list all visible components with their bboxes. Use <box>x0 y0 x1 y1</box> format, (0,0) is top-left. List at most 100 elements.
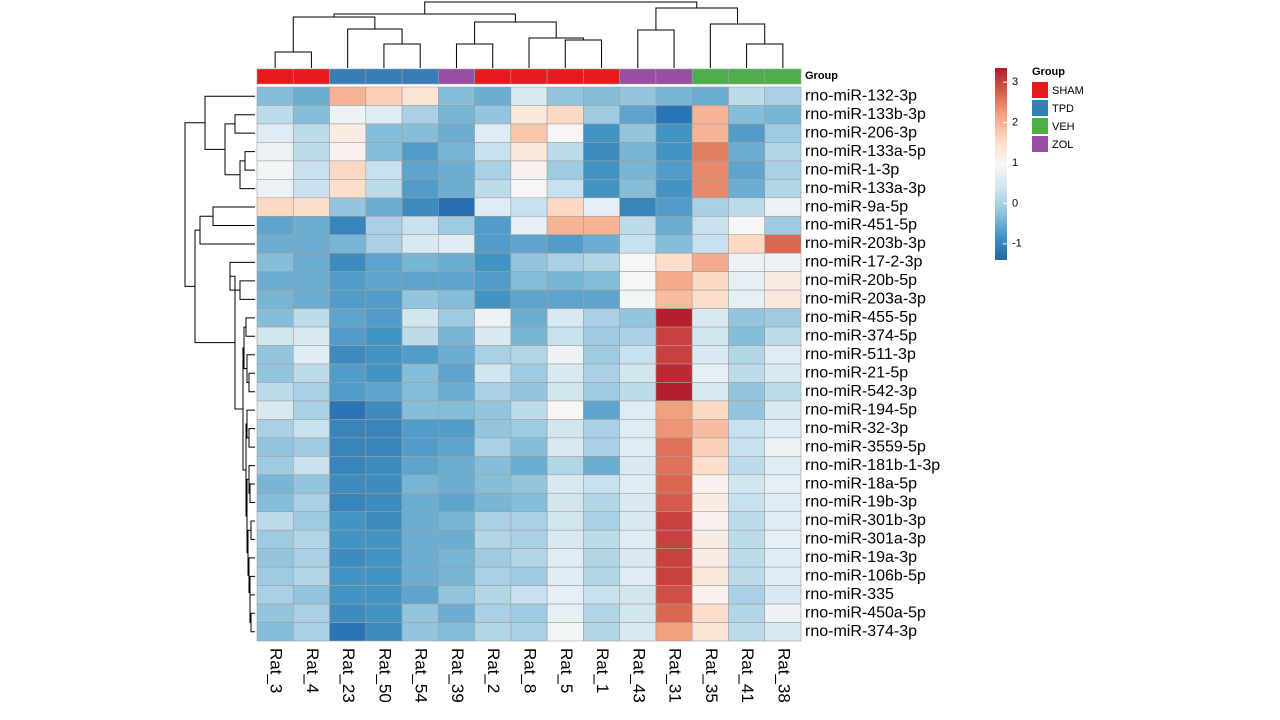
row-dendrogram <box>234 114 255 134</box>
column-label: Rat_38 <box>774 648 793 703</box>
heatmap-cell <box>401 86 439 106</box>
heatmap-cell <box>292 123 330 143</box>
heatmap-cell <box>256 474 294 494</box>
heatmap-cell <box>728 123 766 143</box>
heatmap-cell <box>474 400 512 420</box>
row-dendrogram <box>248 372 255 393</box>
heatmap-cell <box>365 326 403 346</box>
heatmap-cell <box>583 382 620 402</box>
heatmap-cell <box>329 289 367 309</box>
heatmap-cell <box>256 289 294 309</box>
heatmap-cell <box>655 363 693 383</box>
heatmap-cell <box>655 400 693 420</box>
heatmap-cell <box>619 382 657 402</box>
heatmap-cell <box>365 123 403 143</box>
heatmap-cell <box>438 511 475 531</box>
heatmap-cell <box>583 363 620 383</box>
heatmap-cell <box>365 252 403 272</box>
heatmap-cell <box>691 437 729 457</box>
column-label: Rat_23 <box>339 648 358 703</box>
heatmap-cell <box>655 160 693 180</box>
heatmap-cell <box>583 622 620 642</box>
heatmap-cell <box>510 548 548 568</box>
heatmap-cell <box>728 308 766 328</box>
row-dendrogram <box>199 215 255 245</box>
heatmap-cell <box>401 548 439 568</box>
heatmap-cell <box>583 400 620 420</box>
group-annotation <box>691 68 729 85</box>
heatmap-cell <box>619 197 657 217</box>
heatmap-cell <box>474 529 512 549</box>
heatmap-cell <box>474 363 512 383</box>
column-label: Rat_43 <box>629 648 648 703</box>
heatmap-cell <box>510 308 548 328</box>
heatmap-cell <box>329 566 367 586</box>
heatmap-cell <box>256 142 294 162</box>
heatmap-cell <box>365 197 403 217</box>
heatmap-cell <box>764 622 802 642</box>
heatmap-cell <box>438 252 475 272</box>
heatmap-cell <box>438 345 475 365</box>
heatmap-cell <box>691 511 729 531</box>
heatmap-cell <box>510 271 548 291</box>
heatmap-cell <box>365 105 403 125</box>
heatmap-cell <box>583 289 620 309</box>
heatmap-cell <box>401 234 439 254</box>
heatmap-cell <box>292 326 330 346</box>
legend-label: SHAM <box>1052 85 1084 97</box>
heatmap-cell <box>329 345 367 365</box>
color-tick-label: 0 <box>1012 197 1018 209</box>
heatmap-cell <box>365 622 403 642</box>
heatmap-cell <box>401 437 439 457</box>
heatmap-cell <box>691 622 729 642</box>
row-label: rno-miR-511-3p <box>805 346 916 363</box>
heatmap-cell <box>474 234 512 254</box>
heatmap-cell <box>401 511 439 531</box>
heatmap-cell <box>365 566 403 586</box>
heatmap-cell <box>583 474 620 494</box>
heatmap-cell <box>401 179 439 199</box>
legend-swatch <box>1032 82 1048 98</box>
heatmap-cell <box>764 86 802 106</box>
heatmap-cell <box>510 179 548 199</box>
heatmap-cell <box>764 603 802 623</box>
heatmap-cell <box>510 234 548 254</box>
row-label: rno-miR-374-3p <box>805 623 917 640</box>
heatmap-cell <box>438 492 475 513</box>
heatmap-cell <box>474 585 512 605</box>
legend-label: VEH <box>1052 121 1075 133</box>
heatmap-cell <box>329 123 367 143</box>
heatmap-cell <box>583 252 620 272</box>
heatmap-cell <box>401 492 439 513</box>
heatmap-cell <box>256 363 294 383</box>
heatmap-cell <box>728 585 766 605</box>
column-dendrogram <box>528 37 584 68</box>
heatmap-cell <box>474 437 512 457</box>
heatmap-cell <box>583 86 620 106</box>
heatmap-cell <box>438 456 475 476</box>
heatmap-cell <box>728 363 766 383</box>
heatmap-cell <box>728 474 766 494</box>
heatmap-cell <box>329 86 367 106</box>
heatmap-cell <box>510 603 548 623</box>
group-annotation <box>510 68 548 85</box>
heatmap-cell <box>546 511 584 531</box>
heatmap-cell <box>329 271 367 291</box>
heatmap-cell <box>292 197 330 217</box>
row-dendrogram <box>244 151 255 171</box>
heatmap-cell <box>655 382 693 402</box>
heatmap-cell <box>474 326 512 346</box>
heatmap-cell <box>510 105 548 125</box>
group-annotation <box>583 68 620 85</box>
heatmap-cell <box>365 456 403 476</box>
group-annotation <box>329 68 367 85</box>
heatmap-cell <box>401 529 439 549</box>
heatmap-cell <box>256 585 294 605</box>
heatmap-cell <box>655 511 693 531</box>
heatmap-cell <box>438 326 475 346</box>
heatmap-cell <box>764 142 802 162</box>
column-label: Rat_8 <box>521 648 540 693</box>
group-annotation <box>655 68 693 85</box>
heatmap-cell <box>691 142 729 162</box>
heatmap-cell <box>474 252 512 272</box>
